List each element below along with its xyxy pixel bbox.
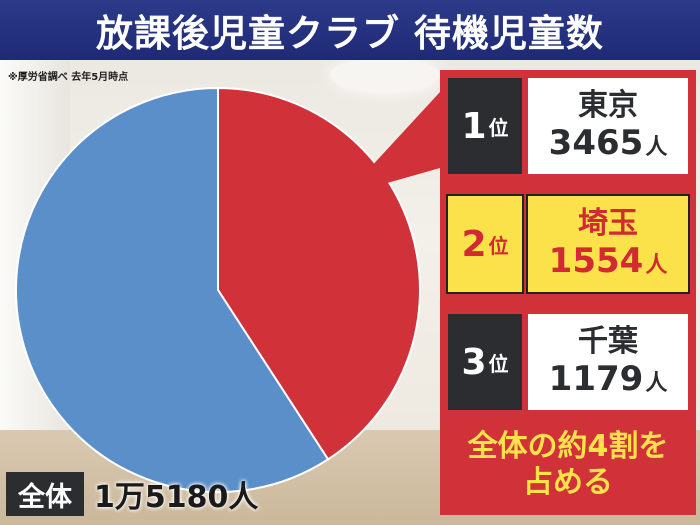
count-unit: 人 (645, 135, 668, 161)
chart-title: 放課後児童クラブ 待機児童数 (96, 12, 604, 55)
rank-number: 1 (461, 105, 487, 147)
rank-unit: 位 (488, 233, 509, 258)
conclusion-line-2: 占める (523, 465, 613, 500)
count-value: 1179 (548, 359, 644, 400)
pie-slice-2 (15, 86, 330, 493)
prefecture-count: 1554人 (549, 241, 668, 281)
prefecture-cell: 埼玉 1554人 (526, 194, 690, 294)
prefecture-name: 千葉 (578, 323, 638, 359)
prefecture-name: 東京 (578, 87, 638, 123)
count-unit: 人 (645, 253, 668, 279)
rank-unit: 位 (488, 351, 509, 376)
total-label: 全体 (6, 472, 84, 516)
title-bar: 放課後児童クラブ 待機児童数 (0, 0, 700, 60)
prefecture-count: 3465人 (549, 123, 668, 163)
count-value: 1554 (548, 241, 644, 282)
count-value: 3465 (548, 123, 644, 164)
rank-number: 3 (461, 341, 487, 383)
rank-number: 2 (461, 223, 487, 265)
background-lamp (330, 58, 440, 92)
prefecture-cell: 千葉 1179人 (528, 314, 688, 410)
prefecture-cell: 東京 3465人 (528, 78, 688, 174)
count-unit: 人 (645, 371, 668, 397)
callout-pointer (345, 92, 440, 195)
rank-unit: 位 (488, 115, 509, 140)
prefecture-count: 1179人 (549, 359, 668, 399)
conclusion-text: 全体の約4割を 占める (448, 420, 688, 510)
total-box: 全体 1万5180人 (6, 472, 258, 516)
conclusion-line-1: 全体の約4割を (467, 429, 669, 464)
pie-slices (15, 86, 421, 493)
source-note: ※厚労省調べ 去年5月時点 (8, 72, 129, 83)
prefecture-name: 埼玉 (578, 205, 638, 241)
total-value: 1万5180人 (94, 480, 259, 515)
